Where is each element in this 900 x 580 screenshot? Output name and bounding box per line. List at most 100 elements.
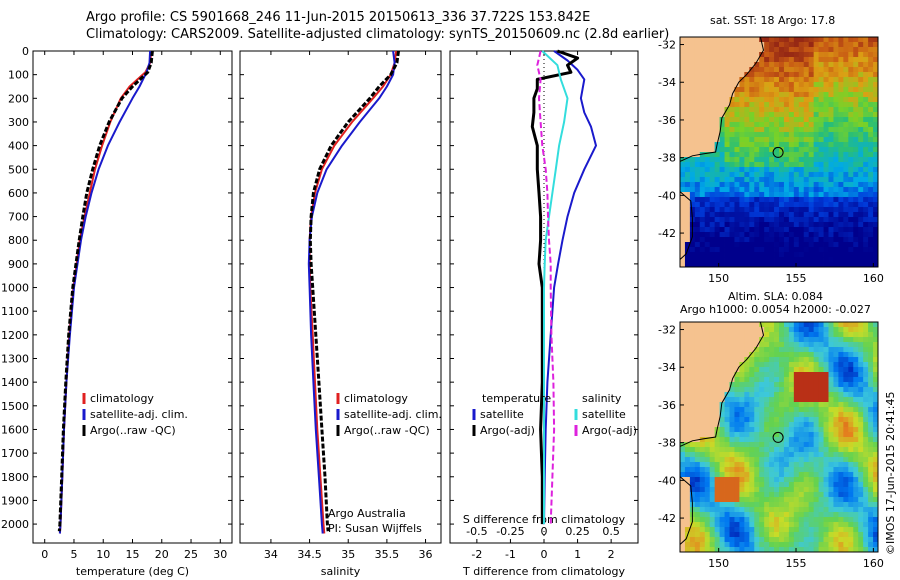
sst-cell bbox=[873, 112, 879, 118]
sst-cell bbox=[779, 112, 785, 118]
sla-cell bbox=[823, 502, 829, 508]
sst-cell bbox=[788, 147, 795, 153]
sla-cell bbox=[813, 542, 819, 548]
sst-cell bbox=[833, 197, 839, 203]
sst-cell bbox=[729, 227, 735, 233]
sst-cell bbox=[774, 92, 780, 98]
sla-cell bbox=[853, 542, 859, 548]
sst-cell bbox=[808, 182, 815, 188]
sla-cell bbox=[783, 437, 790, 443]
sst-cell bbox=[739, 167, 745, 173]
sst-cell bbox=[704, 62, 711, 68]
sla-cell bbox=[863, 407, 869, 413]
sla-cell bbox=[813, 482, 819, 488]
sla-cell bbox=[838, 487, 844, 493]
sla-cell bbox=[764, 407, 770, 413]
depth-tick-label: 200 bbox=[8, 92, 29, 105]
sst-cell bbox=[779, 247, 785, 253]
sla-cell bbox=[774, 462, 780, 468]
sla-cell bbox=[680, 407, 686, 413]
sla-cell bbox=[833, 387, 839, 393]
sst-cell bbox=[823, 217, 829, 223]
sla-cell bbox=[774, 407, 780, 413]
sst-cell bbox=[774, 62, 780, 68]
sst-cell bbox=[699, 212, 706, 218]
sst-cell bbox=[788, 207, 795, 213]
lat-tick-label: -32 bbox=[658, 324, 676, 337]
sla-cell bbox=[868, 532, 874, 538]
sst-cell bbox=[739, 252, 745, 258]
sst-cell bbox=[808, 252, 815, 258]
sst-cell bbox=[724, 192, 730, 198]
sst-cell bbox=[759, 72, 765, 78]
sst-map-title: sat. SST: 18 Argo: 17.8 bbox=[710, 14, 836, 27]
sla-cell bbox=[719, 397, 725, 403]
sst-cell bbox=[838, 37, 844, 43]
sla-cell bbox=[729, 342, 735, 348]
sst-cell bbox=[734, 117, 740, 123]
sst-cell bbox=[749, 147, 755, 153]
sst-cell bbox=[734, 197, 740, 203]
sla-cell bbox=[828, 332, 834, 338]
sla-cell bbox=[783, 487, 790, 493]
sla-cell bbox=[684, 447, 691, 453]
sla-cell bbox=[754, 357, 760, 363]
sst-cell bbox=[734, 87, 740, 93]
sla-cell bbox=[744, 377, 750, 383]
sst-cell bbox=[704, 112, 711, 118]
sla-cell bbox=[759, 467, 765, 473]
sla-cell bbox=[724, 382, 730, 388]
sla-cell bbox=[868, 352, 874, 358]
sla-cell bbox=[729, 527, 735, 533]
sst-cell bbox=[694, 97, 701, 103]
lat-tick-label: -42 bbox=[658, 512, 676, 525]
sst-cell bbox=[764, 82, 770, 88]
sst-cell bbox=[813, 102, 819, 108]
sla-cell bbox=[783, 492, 790, 498]
sst-cell bbox=[863, 142, 869, 148]
sla-cell bbox=[783, 452, 790, 458]
sst-cell bbox=[848, 227, 854, 233]
sst-cell bbox=[858, 82, 864, 88]
sla-cell bbox=[724, 327, 730, 333]
sst-cell bbox=[769, 37, 775, 43]
sst-cell bbox=[803, 242, 810, 248]
sst-cell bbox=[709, 67, 716, 73]
sla-cell bbox=[744, 467, 750, 473]
sst-cell bbox=[803, 42, 810, 48]
sst-cell bbox=[813, 247, 819, 253]
sla-cell bbox=[858, 512, 864, 518]
sla-cell bbox=[843, 387, 849, 393]
sst-cell bbox=[783, 137, 790, 143]
sst-cell bbox=[774, 117, 780, 123]
sla-cell bbox=[729, 387, 735, 393]
sst-cell bbox=[848, 187, 854, 193]
sst-cell bbox=[704, 237, 711, 243]
sst-cell bbox=[694, 217, 701, 223]
sla-cell bbox=[680, 357, 686, 363]
sst-cell bbox=[699, 147, 706, 153]
sla-cell bbox=[798, 367, 805, 373]
sla-cell bbox=[769, 497, 775, 503]
sla-cell bbox=[838, 357, 844, 363]
sla-cell bbox=[818, 322, 824, 328]
sla-cell bbox=[833, 402, 839, 408]
sla-cell bbox=[853, 327, 859, 333]
sla-cell bbox=[868, 507, 874, 513]
sla-cell bbox=[779, 467, 785, 473]
sla-cell bbox=[744, 372, 750, 378]
sla-cell bbox=[729, 327, 735, 333]
sst-cell bbox=[838, 112, 844, 118]
sst-cell bbox=[689, 167, 696, 173]
sst-cell bbox=[744, 262, 750, 268]
sla-cell bbox=[734, 452, 740, 458]
sla-cell bbox=[843, 402, 849, 408]
sla-cell bbox=[783, 442, 790, 448]
sst-cell bbox=[689, 152, 696, 158]
sla-cell bbox=[803, 427, 810, 433]
sst-cell bbox=[779, 182, 785, 188]
sla-cell bbox=[749, 387, 755, 393]
sst-cell bbox=[719, 162, 725, 168]
sla-cell bbox=[818, 332, 824, 338]
sla-cell bbox=[699, 332, 706, 338]
